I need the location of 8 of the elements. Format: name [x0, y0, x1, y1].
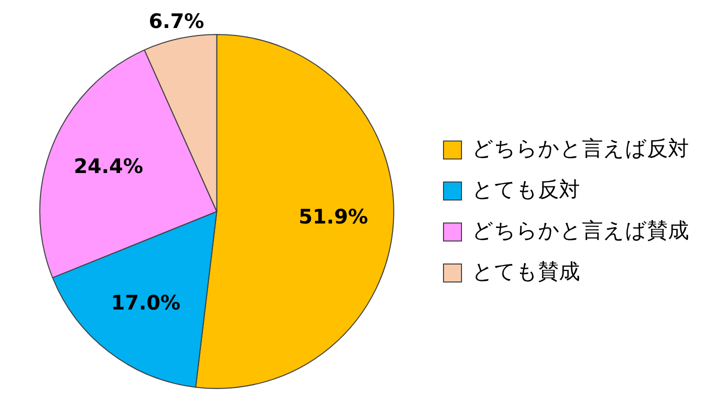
data-label: 51.9%: [298, 204, 368, 229]
legend-label: どちらかと言えば反対: [472, 136, 689, 160]
legend-label: とても賛成: [472, 259, 580, 284]
data-label: 17.0%: [111, 290, 180, 314]
legend-label: とても反対: [472, 177, 580, 202]
data-label: 24.4%: [74, 154, 144, 178]
data-label: 6.7%: [148, 8, 204, 33]
legend-label: どちらかと言えば賛成: [472, 218, 689, 242]
